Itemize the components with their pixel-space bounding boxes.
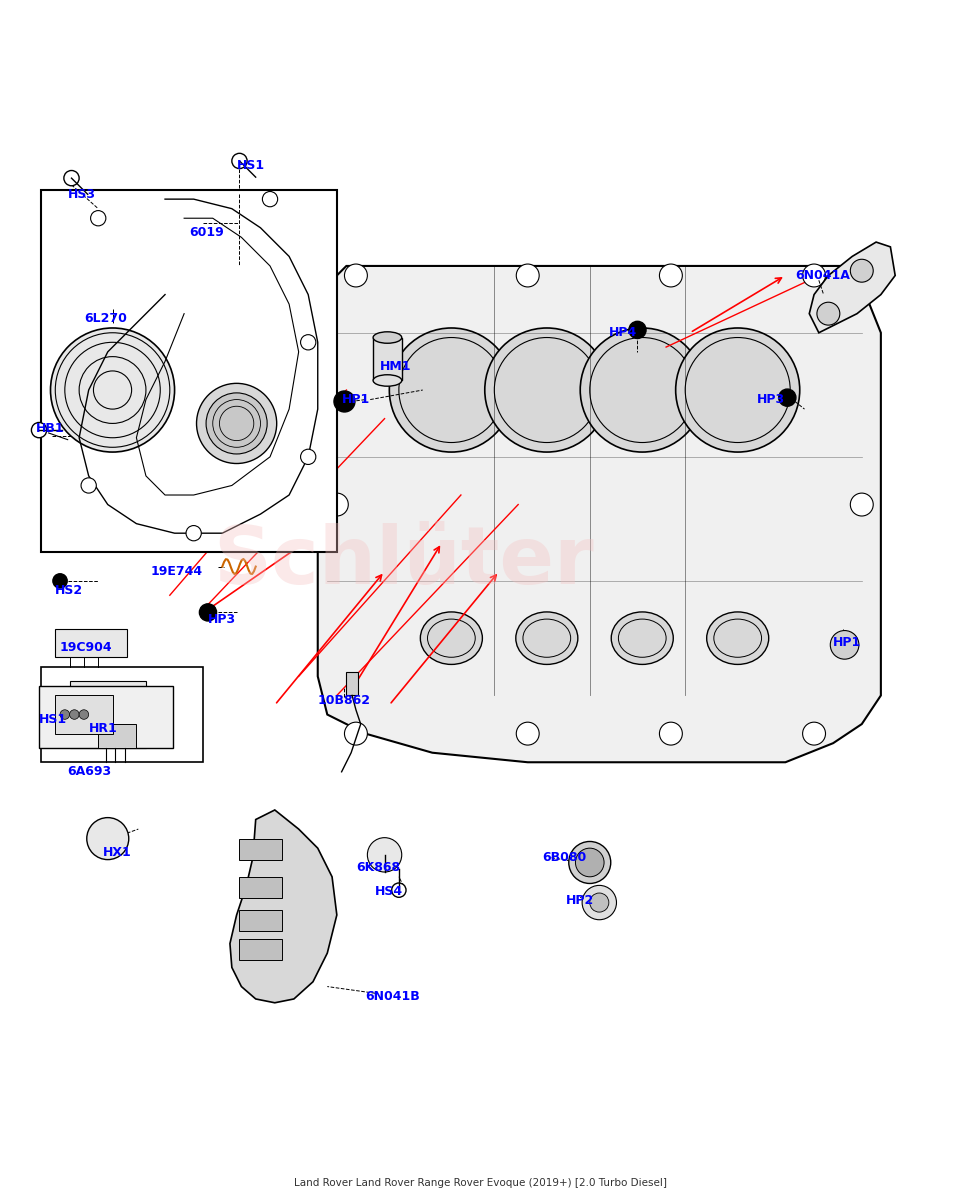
Circle shape — [368, 838, 401, 872]
Circle shape — [629, 322, 646, 338]
Text: 6N041B: 6N041B — [366, 990, 420, 1002]
Circle shape — [575, 848, 604, 877]
Circle shape — [580, 328, 705, 452]
Circle shape — [51, 328, 175, 452]
Circle shape — [81, 478, 96, 493]
Circle shape — [817, 302, 840, 325]
Circle shape — [86, 817, 129, 859]
Polygon shape — [230, 810, 337, 1003]
Circle shape — [345, 264, 368, 287]
Polygon shape — [809, 242, 895, 332]
Circle shape — [851, 259, 874, 282]
Text: 6K868: 6K868 — [356, 860, 400, 874]
Bar — [69, 682, 146, 748]
Bar — [239, 839, 282, 859]
Circle shape — [200, 604, 217, 620]
Bar — [239, 877, 282, 898]
Text: HX1: HX1 — [103, 846, 132, 859]
Circle shape — [32, 422, 47, 438]
Circle shape — [851, 493, 874, 516]
Circle shape — [64, 170, 79, 186]
Circle shape — [206, 392, 267, 454]
Text: 6N041A: 6N041A — [795, 269, 850, 282]
Circle shape — [516, 264, 540, 287]
Bar — [98, 724, 136, 748]
Bar — [56, 629, 127, 658]
Text: Schlüter: Schlüter — [213, 523, 594, 601]
Text: 6L270: 6L270 — [84, 312, 127, 325]
Text: 6A693: 6A693 — [67, 766, 111, 779]
Text: HP3: HP3 — [208, 612, 236, 625]
Circle shape — [803, 722, 826, 745]
Circle shape — [60, 709, 69, 719]
Text: HP3: HP3 — [756, 394, 785, 406]
Text: 6B080: 6B080 — [542, 851, 587, 864]
Circle shape — [53, 574, 67, 588]
Text: HP1: HP1 — [342, 394, 370, 406]
Text: 10B862: 10B862 — [318, 694, 371, 707]
Text: HB1: HB1 — [36, 421, 65, 434]
Circle shape — [390, 328, 514, 452]
Ellipse shape — [516, 612, 578, 665]
Polygon shape — [318, 266, 881, 762]
Text: Land Rover Land Rover Range Rover Evoque (2019+) [2.0 Turbo Diesel]: Land Rover Land Rover Range Rover Evoque… — [294, 1178, 666, 1188]
Bar — [56, 696, 112, 733]
Circle shape — [589, 893, 609, 912]
Circle shape — [232, 154, 247, 168]
Bar — [373, 337, 401, 380]
Circle shape — [345, 722, 368, 745]
Text: HS2: HS2 — [56, 584, 84, 596]
Bar — [41, 667, 204, 762]
Circle shape — [262, 192, 277, 206]
Circle shape — [803, 264, 826, 287]
Ellipse shape — [420, 612, 482, 665]
Circle shape — [830, 630, 859, 659]
Circle shape — [516, 722, 540, 745]
Text: 19E744: 19E744 — [151, 565, 203, 578]
Ellipse shape — [612, 612, 673, 665]
Circle shape — [325, 493, 348, 516]
Text: HS1: HS1 — [236, 160, 265, 173]
Circle shape — [660, 264, 683, 287]
Ellipse shape — [373, 374, 401, 386]
Circle shape — [197, 383, 276, 463]
Text: HS4: HS4 — [375, 884, 403, 898]
Circle shape — [90, 210, 106, 226]
Bar — [347, 672, 358, 696]
Text: HP1: HP1 — [833, 636, 861, 649]
Circle shape — [300, 449, 316, 464]
Bar — [39, 686, 173, 748]
Bar — [41, 190, 337, 552]
Circle shape — [660, 722, 683, 745]
Text: HP2: HP2 — [565, 894, 594, 907]
Bar — [239, 910, 282, 931]
Circle shape — [676, 328, 800, 452]
Circle shape — [79, 709, 88, 719]
Circle shape — [582, 886, 616, 919]
Circle shape — [69, 709, 79, 719]
Circle shape — [300, 335, 316, 350]
Circle shape — [485, 328, 609, 452]
Circle shape — [186, 526, 202, 541]
Ellipse shape — [373, 332, 401, 343]
Text: HP4: HP4 — [609, 326, 637, 340]
Circle shape — [568, 841, 611, 883]
Ellipse shape — [707, 612, 769, 665]
Text: HM1: HM1 — [380, 360, 411, 373]
Bar — [239, 938, 282, 960]
Text: HR1: HR1 — [88, 722, 117, 736]
Text: HS3: HS3 — [67, 188, 96, 200]
Circle shape — [334, 391, 355, 412]
Text: 6019: 6019 — [189, 226, 224, 239]
Circle shape — [779, 389, 796, 407]
Text: 19C904: 19C904 — [60, 641, 112, 654]
Circle shape — [392, 883, 406, 898]
Text: HS1: HS1 — [39, 713, 67, 726]
